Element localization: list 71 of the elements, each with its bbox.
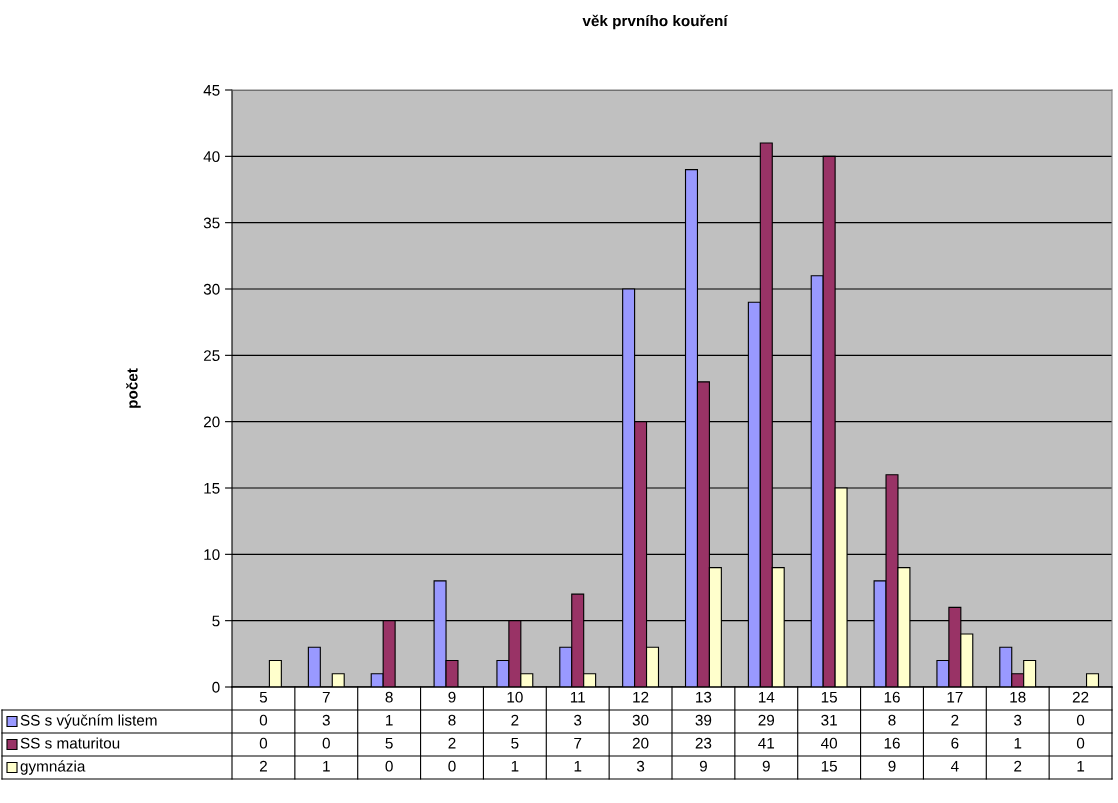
data-label: 8 xyxy=(888,714,896,726)
data-label: 4 xyxy=(950,760,959,772)
legend-label: SS s výučním listem xyxy=(20,714,157,729)
data-label: 9 xyxy=(699,760,707,772)
data-label: 2 xyxy=(259,760,267,772)
data-label: 1 xyxy=(511,760,519,772)
data-label: 7 xyxy=(574,737,582,749)
data-label: 16 xyxy=(884,737,900,749)
data-label: 31 xyxy=(821,714,837,726)
data-label: 40 xyxy=(821,737,838,749)
data-label: 30 xyxy=(632,714,649,726)
data-label: 6 xyxy=(951,737,959,749)
data-label: 29 xyxy=(758,714,775,726)
data-label: 1 xyxy=(386,714,393,726)
y-tick-label: 45 xyxy=(203,85,220,96)
data-label: 5 xyxy=(511,737,519,749)
data-label: 0 xyxy=(385,760,393,772)
y-tick-label: 35 xyxy=(203,217,220,229)
data-label: 3 xyxy=(1014,714,1022,726)
data-label: 1 xyxy=(323,760,330,772)
data-label: 3 xyxy=(636,760,645,772)
data-label: 1 xyxy=(1014,737,1022,749)
data-label: 5 xyxy=(385,737,393,749)
data-label: 15 xyxy=(821,760,837,772)
legend-label: gymnázia xyxy=(20,760,86,775)
data-label: 41 xyxy=(758,737,775,749)
data-label: 0 xyxy=(322,737,330,749)
y-axis-title: počet xyxy=(126,368,141,408)
x-tick-label: 7 xyxy=(322,691,330,703)
data-label: 0 xyxy=(259,737,268,749)
y-tick-label: 0 xyxy=(212,681,220,693)
data-label: 1 xyxy=(1077,760,1085,772)
y-tick-label: 25 xyxy=(203,350,220,362)
data-label: 0 xyxy=(448,760,456,772)
x-tick-label: 5 xyxy=(259,691,268,703)
y-tick-label: 10 xyxy=(204,549,220,561)
data-label: 2 xyxy=(511,714,519,726)
data-label: 2 xyxy=(448,737,456,749)
data-label: 39 xyxy=(695,714,712,726)
x-tick-label: 22 xyxy=(1072,691,1089,703)
data-label: 9 xyxy=(762,760,770,772)
y-tick-label: 20 xyxy=(203,416,220,428)
y-tick-label: 15 xyxy=(204,483,220,494)
x-tick-label: 16 xyxy=(884,691,900,703)
x-tick-label: 10 xyxy=(507,691,523,703)
data-label: 2 xyxy=(1014,760,1022,772)
x-tick-label: 18 xyxy=(1010,691,1026,703)
data-label: 8 xyxy=(448,714,456,726)
x-tick-label: 13 xyxy=(696,691,712,703)
data-label: 20 xyxy=(632,737,649,749)
data-label: 23 xyxy=(695,737,712,749)
data-label: 0 xyxy=(1076,714,1085,726)
x-tick-label: 14 xyxy=(758,691,775,703)
y-tick-label: 5 xyxy=(212,615,220,627)
x-tick-label: 8 xyxy=(385,691,393,703)
y-tick-label: 30 xyxy=(203,283,220,295)
data-label: 2 xyxy=(951,714,959,726)
x-tick-label: 15 xyxy=(821,691,837,703)
data-label: 3 xyxy=(574,714,582,726)
chart-title: věk prvního kouření xyxy=(582,14,729,30)
x-tick-label: 12 xyxy=(633,691,649,703)
x-tick-label: 11 xyxy=(570,691,585,703)
data-label: 3 xyxy=(322,714,330,726)
data-label: 0 xyxy=(259,714,268,726)
data-label: 0 xyxy=(1076,737,1085,749)
data-label: 9 xyxy=(888,760,896,772)
y-tick-label: 40 xyxy=(203,151,220,163)
legend-label: SS s maturitou xyxy=(20,737,120,749)
data-label: 1 xyxy=(574,760,582,772)
x-tick-label: 17 xyxy=(947,691,963,703)
x-tick-label: 9 xyxy=(448,691,456,703)
